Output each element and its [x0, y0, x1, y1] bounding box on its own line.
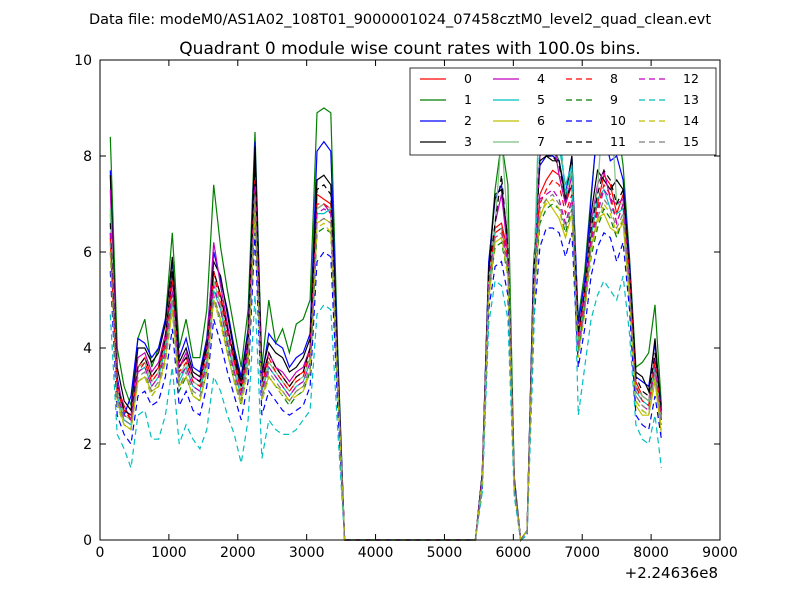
x-tick-label: 5000 — [427, 545, 463, 561]
plot-area: 0 1000 2000 3000 4000 5000 6000 7000 8000 9000 0 2 4… — [74, 53, 738, 561]
chart-title: Quadrant 0 module wise count rates with … — [179, 39, 640, 59]
y-tick-label: 6 — [83, 245, 92, 261]
legend-label-6: 6 — [537, 113, 545, 128]
x-tick-label: 2000 — [220, 545, 256, 561]
suptitle: Data file: modeM0/AS1A02_108T01_90000010… — [89, 12, 711, 28]
legend-label-15: 15 — [683, 134, 699, 149]
y-tick-label: 4 — [83, 341, 92, 357]
legend-label-4: 4 — [537, 71, 545, 86]
series-line-2 — [109, 120, 662, 542]
y-tick-label: 0 — [83, 533, 92, 549]
x-tick-label: 4000 — [358, 545, 394, 561]
legend-label-8: 8 — [610, 71, 618, 86]
x-tick-label: 6000 — [496, 545, 532, 561]
ticks-layer: 0 1000 2000 3000 4000 5000 6000 7000 8000 9000 0 2 4… — [74, 53, 738, 561]
y-tick-label: 10 — [74, 53, 92, 69]
series-line-11 — [109, 155, 662, 542]
axes-frame — [99, 59, 721, 541]
series-line-14 — [109, 198, 662, 542]
legend-label-13: 13 — [683, 92, 699, 107]
legend-label-12: 12 — [683, 71, 699, 86]
legend-label-2: 2 — [464, 113, 472, 128]
legend-label-14: 14 — [683, 113, 699, 128]
legend-box — [409, 67, 717, 156]
y-tick-label: 8 — [83, 149, 92, 165]
legend-label-0: 0 — [464, 71, 472, 86]
y-tick-label: 2 — [83, 437, 92, 453]
series-line-13 — [109, 79, 662, 542]
x-tick-label: 0 — [96, 545, 105, 561]
legend-label-10: 10 — [610, 113, 626, 128]
legend-label-3: 3 — [464, 134, 472, 149]
legend-label-7: 7 — [537, 134, 545, 149]
legend-label-11: 11 — [610, 134, 626, 149]
series-layer — [109, 79, 662, 542]
series-line-12 — [109, 184, 662, 542]
series-line-15 — [109, 193, 662, 542]
x-tick-label: 7000 — [564, 545, 600, 561]
x-tick-label: 3000 — [289, 545, 325, 561]
x-tick-label: 8000 — [633, 545, 669, 561]
x-tick-label: 1000 — [151, 545, 187, 561]
legend-label-5: 5 — [537, 92, 545, 107]
series-line-10 — [109, 227, 662, 542]
x-offset-label: +2.24636e8 — [625, 564, 718, 582]
legend-label-1: 1 — [464, 92, 472, 107]
legend-label-9: 9 — [610, 92, 618, 107]
x-tick-label: 9000 — [702, 545, 738, 561]
